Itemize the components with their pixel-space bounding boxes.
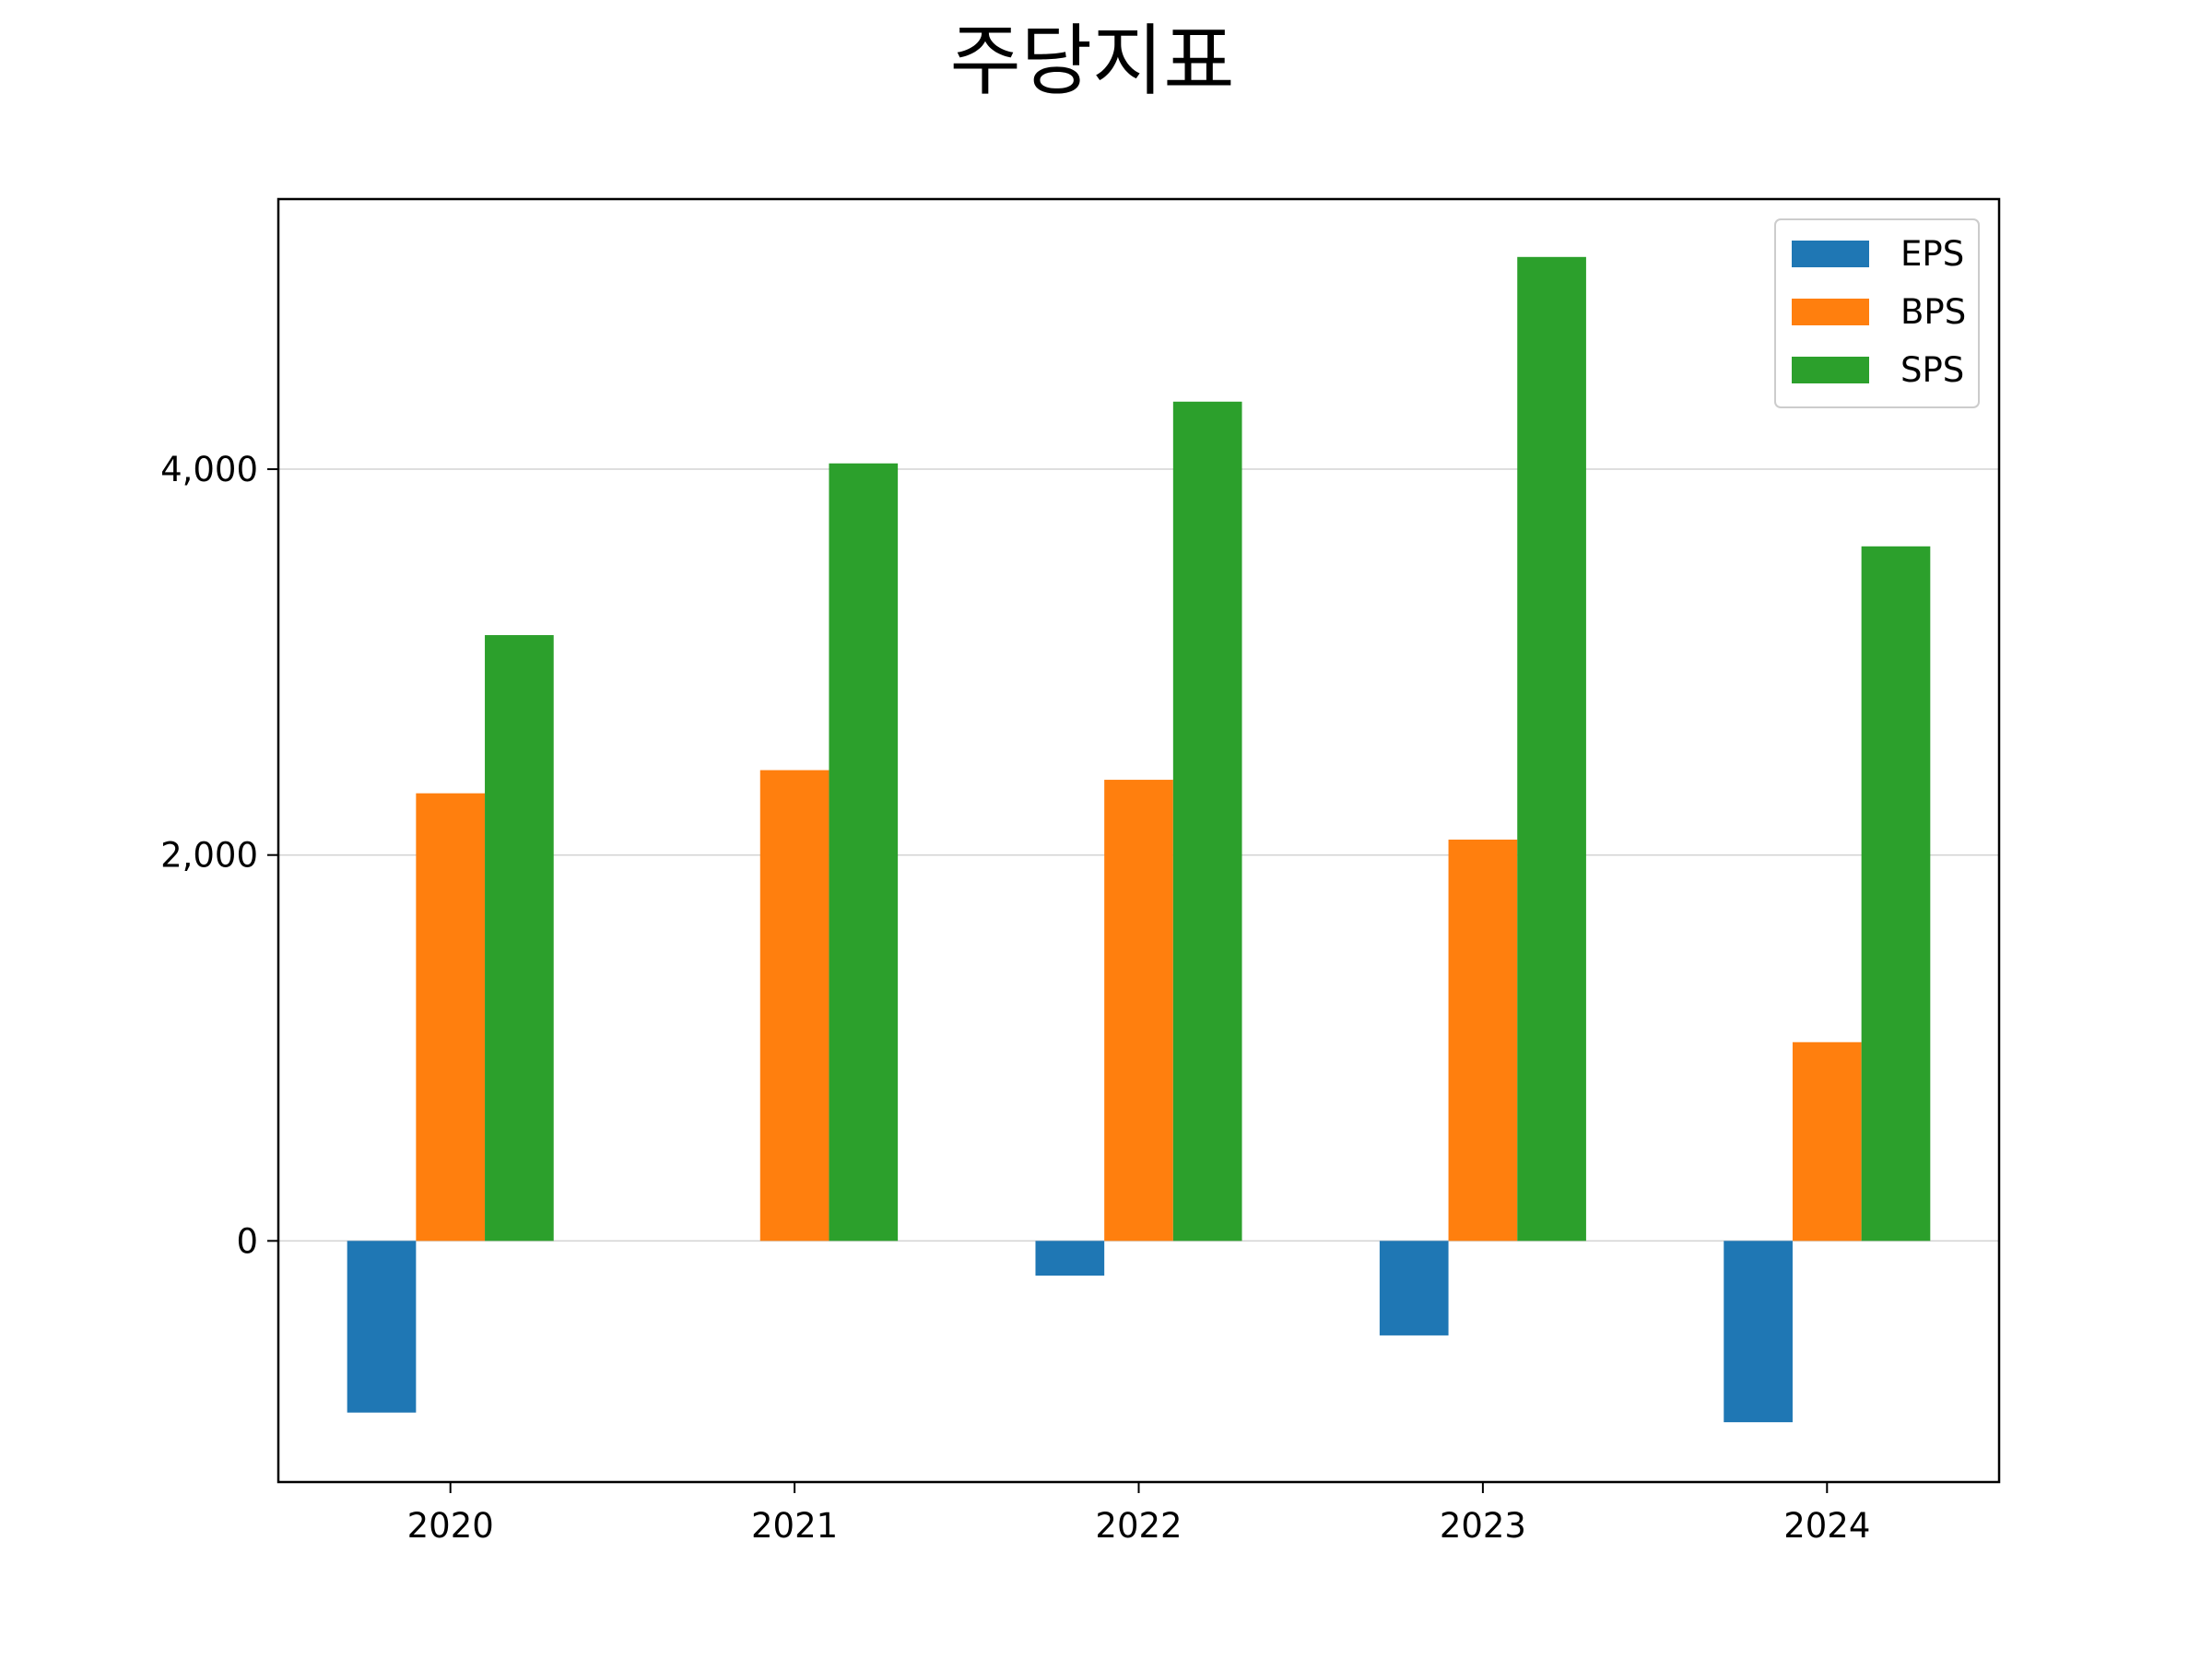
bar-bps-2020 <box>416 793 486 1241</box>
y-tick-label: 0 <box>236 1221 258 1261</box>
x-tick-label: 2024 <box>1783 1506 1870 1546</box>
x-tick-label: 2022 <box>1095 1506 1182 1546</box>
x-tick-label: 2023 <box>1440 1506 1526 1546</box>
legend-swatch-bps <box>1792 299 1869 325</box>
legend-swatch-sps <box>1792 357 1869 383</box>
bars <box>347 256 1931 1423</box>
bar-bps-2021 <box>759 770 830 1241</box>
bar-eps-2024 <box>1724 1241 1793 1423</box>
y-tick-label: 4,000 <box>160 450 258 489</box>
bar-eps-2020 <box>347 1241 417 1413</box>
bar-bps-2024 <box>1792 1041 1862 1241</box>
bar-sps-2023 <box>1517 256 1586 1241</box>
legend-label-sps: SPS <box>1900 350 1964 390</box>
bar-bps-2022 <box>1104 780 1173 1241</box>
bar-eps-2022 <box>1035 1241 1105 1277</box>
legend: EPS BPS SPS <box>1774 218 1980 408</box>
legend-label-bps: BPS <box>1900 292 1966 332</box>
bar-sps-2024 <box>1861 546 1931 1241</box>
bar-eps-2023 <box>1379 1241 1449 1335</box>
legend-label-eps: EPS <box>1900 234 1964 274</box>
y-axis: 0 2,000 4,000 <box>160 450 278 1261</box>
bar-sps-2021 <box>829 463 899 1241</box>
y-tick-label: 2,000 <box>160 836 258 876</box>
bar-sps-2022 <box>1172 401 1242 1241</box>
x-tick-label: 2021 <box>751 1506 838 1546</box>
legend-swatch-eps <box>1792 241 1869 267</box>
bar-sps-2020 <box>485 635 554 1241</box>
x-tick-label: 2020 <box>407 1506 494 1546</box>
chart-title: 주당지표 <box>949 16 1234 106</box>
bar-bps-2023 <box>1448 839 1518 1241</box>
x-axis: 2020 2021 2022 2023 2024 <box>407 1482 1870 1546</box>
